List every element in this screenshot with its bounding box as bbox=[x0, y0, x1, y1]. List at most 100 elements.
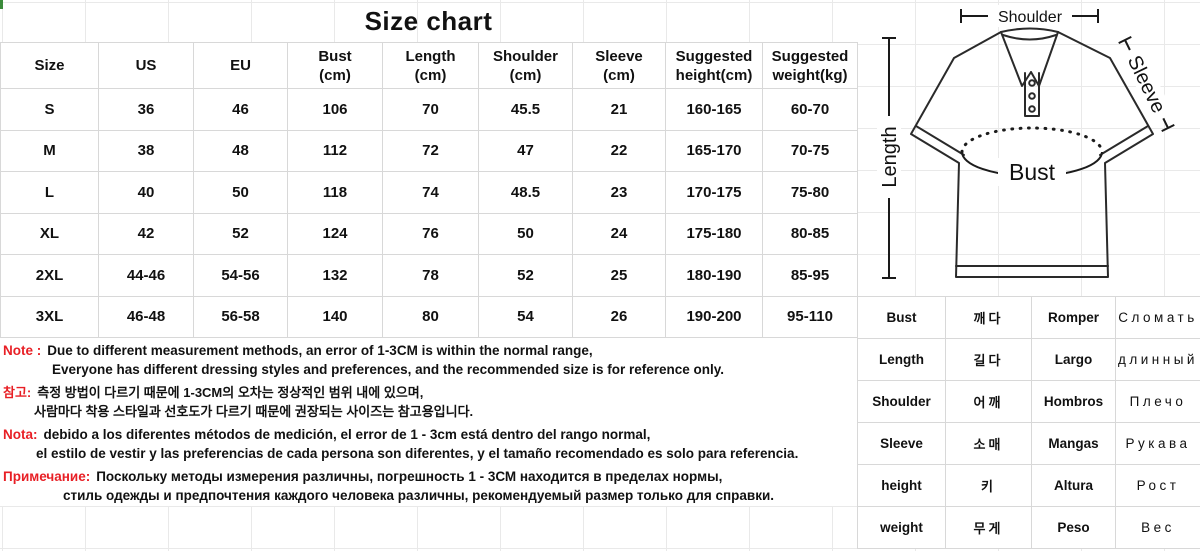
bust-ellipse-top bbox=[960, 126, 1104, 154]
column-header: Suggested weight(kg) bbox=[762, 42, 858, 89]
note-block: 참고: 측정 방법이 다르기 때문에 1-3CM의 오차는 정상적인 범위 내에 … bbox=[0, 380, 857, 422]
value-cell: 25 bbox=[572, 254, 666, 297]
sleeve-label: Sleeve bbox=[1123, 52, 1170, 117]
column-header-label: Shoulder bbox=[492, 47, 558, 65]
shirt-outline bbox=[910, 31, 1154, 278]
placket bbox=[1024, 72, 1040, 117]
size-table: Size US EU Bust (cm) Length (cm) Shoulder (cm) Sl… bbox=[0, 42, 858, 338]
glossary-ru-cell: Вес bbox=[1115, 506, 1200, 549]
translation-table: Bust 깨다 Romper Сломать Length 길다 Largo длинный S… bbox=[857, 296, 1200, 549]
value-cell: 47 bbox=[478, 129, 573, 172]
value-cell: 190-200 bbox=[665, 295, 763, 338]
glossary-es-cell: Altura bbox=[1031, 464, 1116, 507]
value-cell: 118 bbox=[287, 171, 383, 214]
glossary-es-cell: Hombros bbox=[1031, 380, 1116, 423]
size-cell: 2XL bbox=[0, 254, 99, 297]
column-header-label: US bbox=[135, 57, 157, 74]
value-cell: 46-48 bbox=[98, 295, 194, 338]
note-block: Nota: debido a los diferentes métodos de … bbox=[0, 422, 857, 464]
value-cell: 70 bbox=[382, 88, 479, 131]
shirt-diagram: Bust Shoulder Length Sleeve bbox=[858, 0, 1200, 296]
translation-table-body: Bust 깨다 Romper Сломать Length 길다 Largo длинный S… bbox=[857, 296, 1200, 549]
table-row: 3XL 46-48 56-58 140 80 54 26 190-200 95-110 bbox=[0, 295, 858, 338]
column-header-label: EU bbox=[230, 57, 251, 74]
size-cell: M bbox=[0, 129, 99, 172]
table-row: XL 42 52 124 76 50 24 175-180 80-85 bbox=[0, 212, 858, 255]
glossary-en-cell: Length bbox=[857, 338, 946, 381]
column-header: US bbox=[98, 42, 194, 89]
note-text: debido a los diferentes métodos de medic… bbox=[43, 427, 651, 442]
value-cell: 52 bbox=[193, 212, 288, 255]
note-label: 참고: bbox=[3, 385, 32, 400]
shoulder-label: Shoulder bbox=[998, 9, 1063, 26]
column-header: Length (cm) bbox=[382, 42, 479, 89]
size-cell: L bbox=[0, 171, 99, 214]
button-2 bbox=[1028, 92, 1036, 100]
value-cell: 175-180 bbox=[665, 212, 763, 255]
bust-label: Bust bbox=[1009, 159, 1056, 185]
glossary-ko-cell: 소매 bbox=[945, 422, 1032, 465]
value-cell: 78 bbox=[382, 254, 479, 297]
note-line1: Note : Due to different measurement metho… bbox=[3, 341, 857, 360]
column-header-label: Suggested bbox=[675, 47, 753, 65]
column-header-unit: (cm) bbox=[603, 66, 635, 84]
column-header: Suggested height(cm) bbox=[665, 42, 763, 89]
glossary-row: Shoulder 어깨 Hombros Плечо bbox=[857, 380, 1200, 423]
glossary-es-cell: Peso bbox=[1031, 506, 1116, 549]
button-3 bbox=[1028, 105, 1036, 113]
value-cell: 46 bbox=[193, 88, 288, 131]
glossary-ru-cell: Рукава bbox=[1115, 422, 1200, 465]
value-cell: 36 bbox=[98, 88, 194, 131]
value-cell: 21 bbox=[572, 88, 666, 131]
column-header-unit: height(cm) bbox=[675, 66, 753, 84]
column-header: Size bbox=[0, 42, 99, 89]
note-label: Примечание: bbox=[3, 469, 91, 484]
value-cell: 48 bbox=[193, 129, 288, 172]
value-cell: 85-95 bbox=[762, 254, 858, 297]
glossary-en-cell: Shoulder bbox=[857, 380, 946, 423]
value-cell: 106 bbox=[287, 88, 383, 131]
value-cell: 80-85 bbox=[762, 212, 858, 255]
column-header-label: Sleeve bbox=[595, 47, 643, 65]
glossary-ko-cell: 길다 bbox=[945, 338, 1032, 381]
column-header-label: Bust bbox=[318, 47, 352, 65]
note-line1: 참고: 측정 방법이 다르기 때문에 1-3CM의 오차는 정상적인 범위 내에 … bbox=[3, 383, 857, 402]
table-row: S 36 46 106 70 45.5 21 160-165 60-70 bbox=[0, 88, 858, 131]
glossary-ko-cell: 깨다 bbox=[945, 296, 1032, 339]
glossary-row: Length 길다 Largo длинный bbox=[857, 338, 1200, 381]
column-header: EU bbox=[193, 42, 288, 89]
table-row: 2XL 44-46 54-56 132 78 52 25 180-190 85-95 bbox=[0, 254, 858, 297]
glossary-en-cell: weight bbox=[857, 506, 946, 549]
value-cell: 22 bbox=[572, 129, 666, 172]
value-cell: 50 bbox=[478, 212, 573, 255]
length-label-backing bbox=[877, 116, 901, 198]
note-label: Note : bbox=[3, 343, 42, 358]
column-header-unit: (cm) bbox=[414, 66, 447, 84]
value-cell: 48.5 bbox=[478, 171, 573, 214]
value-cell: 38 bbox=[98, 129, 194, 172]
table-row: M 38 48 112 72 47 22 165-170 70-75 bbox=[0, 129, 858, 172]
note-line2: стиль одежды и предпочтения каждого чело… bbox=[63, 488, 775, 503]
value-cell: 60-70 bbox=[762, 88, 858, 131]
glossary-ru-cell: Рост bbox=[1115, 464, 1200, 507]
notes: Note : Due to different measurement metho… bbox=[0, 338, 857, 506]
value-cell: 44-46 bbox=[98, 254, 194, 297]
value-cell: 95-110 bbox=[762, 295, 858, 338]
note-text: Due to different measurement methods, an… bbox=[47, 343, 593, 358]
value-cell: 140 bbox=[287, 295, 383, 338]
size-table-header-row: Size US EU Bust (cm) Length (cm) Shoulder (cm) Sl… bbox=[0, 42, 858, 89]
shoulder-label-backing bbox=[988, 5, 1072, 27]
value-cell: 50 bbox=[193, 171, 288, 214]
note-line2: 사람마다 착용 스타일과 선호도가 다르기 때문에 권장되는 사이즈는 참고용입… bbox=[34, 404, 474, 419]
value-cell: 52 bbox=[478, 254, 573, 297]
column-header-unit: (cm) bbox=[319, 66, 351, 84]
column-header: Bust (cm) bbox=[287, 42, 383, 89]
table-row: L 40 50 118 74 48.5 23 170-175 75-80 bbox=[0, 171, 858, 214]
value-cell: 24 bbox=[572, 212, 666, 255]
glossary-en-cell: Bust bbox=[857, 296, 946, 339]
note-line1: Примечание: Поскольку методы измерения ра… bbox=[3, 467, 857, 486]
value-cell: 180-190 bbox=[665, 254, 763, 297]
value-cell: 45.5 bbox=[478, 88, 573, 131]
value-cell: 165-170 bbox=[665, 129, 763, 172]
bust-label-backing bbox=[998, 158, 1066, 186]
